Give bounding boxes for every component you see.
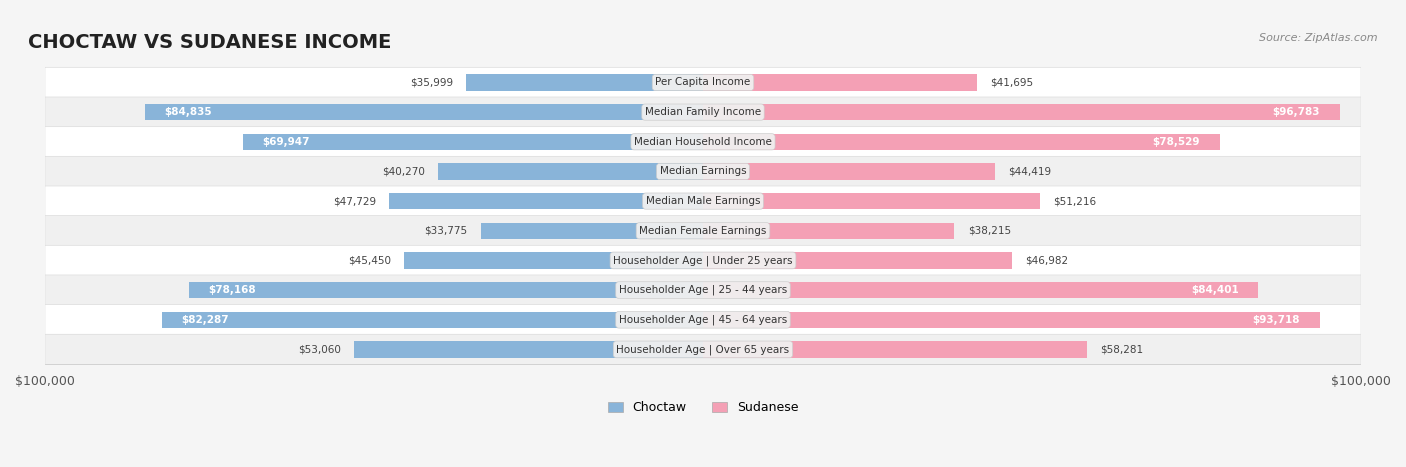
Text: $44,419: $44,419 (1008, 166, 1052, 177)
Text: $69,947: $69,947 (263, 137, 309, 147)
FancyBboxPatch shape (45, 304, 1361, 335)
FancyBboxPatch shape (45, 186, 1361, 216)
Bar (467, 74, 703, 91)
Text: $58,281: $58,281 (1099, 344, 1143, 354)
Bar (703, 311, 1320, 328)
Text: Per Capita Income: Per Capita Income (655, 78, 751, 87)
Bar (703, 282, 1258, 298)
FancyBboxPatch shape (45, 275, 1361, 305)
Bar (389, 193, 703, 209)
Bar (703, 193, 1040, 209)
Text: $35,999: $35,999 (409, 78, 453, 87)
Text: Median Family Income: Median Family Income (645, 107, 761, 117)
Text: Median Earnings: Median Earnings (659, 166, 747, 177)
Text: $33,775: $33,775 (425, 226, 468, 236)
Bar (145, 104, 703, 120)
Text: $78,529: $78,529 (1153, 137, 1201, 147)
Bar (439, 163, 703, 180)
Bar (481, 223, 703, 239)
Text: $41,695: $41,695 (991, 78, 1033, 87)
Text: $40,270: $40,270 (382, 166, 425, 177)
Text: $45,450: $45,450 (347, 255, 391, 265)
Bar (703, 134, 1220, 150)
Bar (404, 252, 703, 269)
Bar (703, 252, 1012, 269)
Bar (703, 163, 995, 180)
Text: $96,783: $96,783 (1272, 107, 1320, 117)
Text: $84,835: $84,835 (165, 107, 212, 117)
Text: CHOCTAW VS SUDANESE INCOME: CHOCTAW VS SUDANESE INCOME (28, 33, 391, 52)
Text: $82,287: $82,287 (181, 315, 229, 325)
Legend: Choctaw, Sudanese: Choctaw, Sudanese (603, 396, 803, 419)
FancyBboxPatch shape (45, 216, 1361, 246)
FancyBboxPatch shape (45, 245, 1361, 276)
Text: Householder Age | 25 - 44 years: Householder Age | 25 - 44 years (619, 285, 787, 295)
FancyBboxPatch shape (45, 334, 1361, 365)
Text: $46,982: $46,982 (1025, 255, 1069, 265)
FancyBboxPatch shape (45, 127, 1361, 157)
Text: Median Male Earnings: Median Male Earnings (645, 196, 761, 206)
Text: Householder Age | Under 25 years: Householder Age | Under 25 years (613, 255, 793, 266)
Bar (188, 282, 703, 298)
Text: Median Female Earnings: Median Female Earnings (640, 226, 766, 236)
Text: Source: ZipAtlas.com: Source: ZipAtlas.com (1260, 33, 1378, 42)
FancyBboxPatch shape (45, 67, 1361, 98)
Text: $38,215: $38,215 (967, 226, 1011, 236)
Text: Householder Age | 45 - 64 years: Householder Age | 45 - 64 years (619, 314, 787, 325)
Bar (703, 104, 1340, 120)
Bar (703, 341, 1087, 358)
Text: $84,401: $84,401 (1191, 285, 1239, 295)
Text: $93,718: $93,718 (1253, 315, 1301, 325)
Bar (703, 223, 955, 239)
FancyBboxPatch shape (45, 97, 1361, 127)
Bar (703, 74, 977, 91)
Text: $51,216: $51,216 (1053, 196, 1097, 206)
Text: $78,168: $78,168 (208, 285, 256, 295)
Bar (243, 134, 703, 150)
FancyBboxPatch shape (45, 156, 1361, 187)
Text: Householder Age | Over 65 years: Householder Age | Over 65 years (616, 344, 790, 354)
Text: Median Household Income: Median Household Income (634, 137, 772, 147)
Text: $47,729: $47,729 (333, 196, 375, 206)
Bar (354, 341, 703, 358)
Text: $53,060: $53,060 (298, 344, 340, 354)
Bar (162, 311, 703, 328)
